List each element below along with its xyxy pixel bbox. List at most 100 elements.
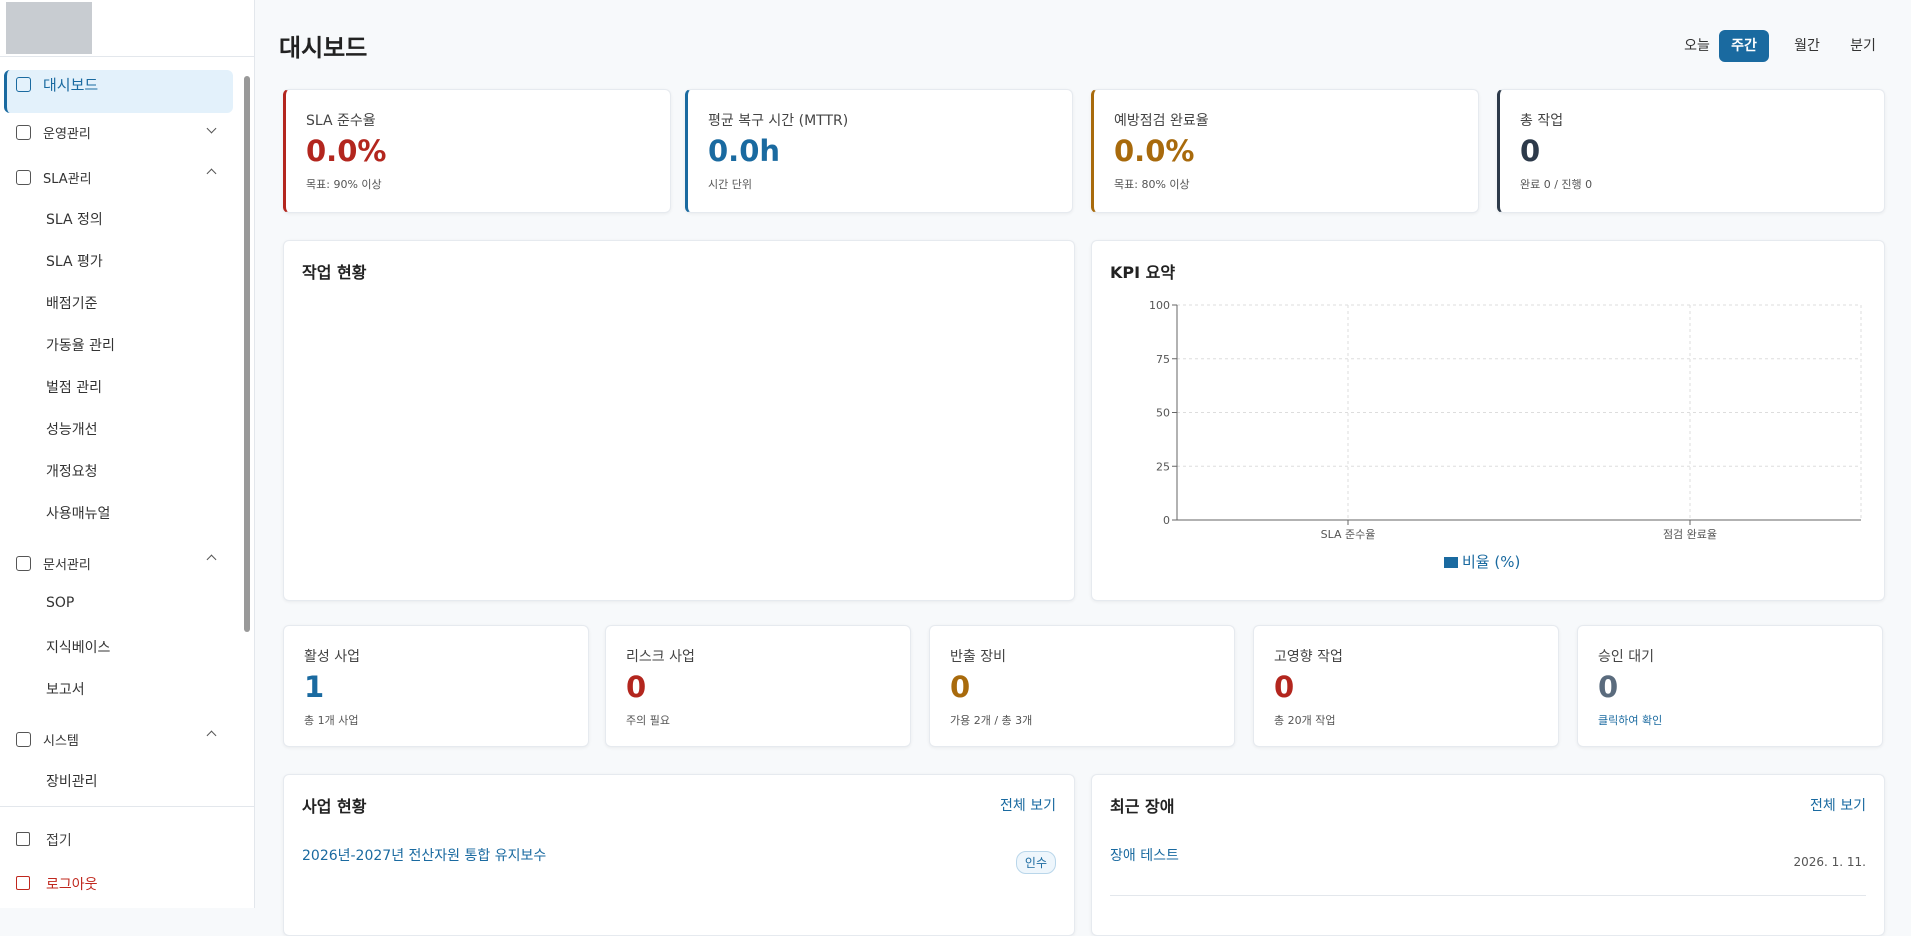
panel-title: 사업 현황	[302, 797, 367, 816]
list-item-name[interactable]: 2026년-2027년 전산자원 통합 유지보수	[302, 848, 547, 864]
nav-subitem[interactable]: 성능개선	[46, 422, 98, 438]
nav-item[interactable]: 문서관리	[16, 554, 91, 573]
nav-item[interactable]: 운영관리	[16, 123, 91, 142]
footer-icon	[16, 876, 30, 890]
y-tick-label: 75	[1156, 353, 1170, 366]
stat-card: 리스크 사업 0 주의 필요	[605, 625, 911, 747]
card-value: 0	[1274, 670, 1295, 704]
card-sub: 완료 0 / 진행 0	[1520, 178, 1593, 191]
panel: 사업 현황 전체 보기 2026년-2027년 전산자원 통합 유지보수 인수	[283, 774, 1075, 936]
card-sub: 가용 2개 / 총 3개	[950, 714, 1033, 727]
nav-item[interactable]: SLA관리	[16, 168, 92, 187]
period-tab[interactable]: 주간	[1719, 30, 1769, 62]
card-sub: 목표: 80% 이상	[1114, 178, 1190, 191]
card-label: 반출 장비	[950, 649, 1006, 665]
nav-subitem[interactable]: 벌점 관리	[46, 380, 102, 396]
card-sub: 총 20개 작업	[1274, 714, 1336, 727]
scrollbar	[244, 76, 250, 632]
legend-swatch	[1444, 557, 1458, 568]
card-value: 0	[626, 670, 647, 704]
y-tick-label: 0	[1163, 514, 1170, 527]
card-value: 1	[304, 670, 325, 704]
card-label: 활성 사업	[304, 649, 360, 665]
nav-subitem[interactable]: 장비관리	[46, 774, 98, 790]
nav-subitem[interactable]: 배점기준	[46, 296, 98, 312]
x-tick-label: 점검 완료율	[1663, 528, 1717, 541]
nav-active-bg	[4, 70, 233, 113]
card-label: 평균 복구 시간 (MTTR)	[708, 113, 849, 129]
panel-title: 작업 현황	[302, 263, 367, 282]
nav-item[interactable]: 대시보드	[16, 74, 98, 95]
card-sub: 총 1개 사업	[304, 714, 359, 727]
divider	[1110, 895, 1866, 896]
card-value: 0.0h	[708, 134, 781, 168]
stat-card: 평균 복구 시간 (MTTR) 0.0h 시간 단위	[685, 89, 1073, 213]
nav-icon	[16, 556, 31, 571]
nav-icon	[16, 170, 31, 185]
period-tab[interactable]: 월간	[1794, 38, 1820, 54]
list-item-date: 2026. 1. 11.	[1793, 855, 1866, 869]
nav-subitem[interactable]: 사용매뉴얼	[46, 506, 111, 522]
stat-card: 예방점검 완료율 0.0% 목표: 80% 이상	[1091, 89, 1479, 213]
card-sub: 목표: 90% 이상	[306, 178, 382, 191]
nav-subitem[interactable]: 개정요청	[46, 464, 98, 480]
logo[interactable]	[6, 2, 92, 54]
period-tab[interactable]: 분기	[1850, 38, 1876, 54]
x-tick-label: SLA 준수율	[1321, 528, 1376, 541]
y-tick-label: 25	[1156, 460, 1170, 473]
nav-subitem[interactable]: 지식베이스	[46, 640, 111, 656]
nav-item[interactable]: 시스템	[16, 730, 79, 749]
card-label: 고영향 작업	[1274, 649, 1343, 665]
chevron	[206, 554, 217, 565]
card-label: 승인 대기	[1598, 649, 1654, 665]
y-tick-label: 50	[1156, 407, 1170, 420]
nav-footer-item[interactable]: 로그아웃	[46, 877, 98, 893]
panel-title: 최근 장애	[1110, 797, 1175, 816]
card-label: 리스크 사업	[626, 649, 695, 665]
nav-label: 운영관리	[43, 127, 91, 142]
divider	[0, 56, 254, 57]
status-badge: 인수	[1015, 851, 1056, 874]
period-tab[interactable]: 오늘	[1684, 38, 1710, 54]
nav-subitem[interactable]: SLA 정의	[46, 212, 103, 228]
stat-card: 승인 대기 0 클릭하여 확인	[1577, 625, 1883, 747]
stat-card: 반출 장비 0 가용 2개 / 총 3개	[929, 625, 1235, 747]
panel-title: KPI 요약	[1110, 263, 1176, 282]
divider	[0, 806, 254, 807]
nav-subitem[interactable]: SOP	[46, 595, 75, 611]
nav-icon	[16, 125, 31, 140]
card-label: SLA 준수율	[306, 113, 376, 129]
legend-label: 비율 (%)	[1462, 553, 1520, 571]
nav-label: 시스템	[43, 734, 79, 749]
nav-footer-item[interactable]: 접기	[46, 833, 72, 849]
card-value: 0	[950, 670, 971, 704]
view-all-link[interactable]: 전체 보기	[1000, 798, 1056, 814]
card-value: 0	[1520, 134, 1541, 168]
nav-subitem[interactable]: SLA 평가	[46, 254, 103, 270]
nav-subitem[interactable]: 가동율 관리	[46, 338, 115, 354]
chevron	[206, 168, 217, 179]
nav-subitem[interactable]: 보고서	[46, 682, 85, 698]
card-value: 0.0%	[1114, 134, 1195, 168]
chevron	[206, 730, 217, 741]
nav-label: SLA관리	[43, 172, 92, 187]
card-label: 예방점검 완료율	[1114, 113, 1209, 129]
list-item-name[interactable]: 장애 테스트	[1110, 848, 1179, 864]
card-sub: 시간 단위	[708, 178, 752, 191]
stat-card: SLA 준수율 0.0% 목표: 90% 이상	[283, 89, 671, 213]
card-sub: 클릭하여 확인	[1598, 714, 1663, 727]
nav-label: 문서관리	[43, 558, 91, 573]
card-label: 총 작업	[1520, 113, 1564, 129]
stat-card: 총 작업 0 완료 0 / 진행 0	[1497, 89, 1885, 213]
nav-icon	[16, 77, 31, 92]
page-title: 대시보드	[279, 34, 368, 62]
chevron	[206, 123, 217, 134]
view-all-link[interactable]: 전체 보기	[1810, 798, 1866, 814]
y-tick-label: 100	[1149, 299, 1170, 312]
panel: 작업 현황	[283, 240, 1075, 601]
